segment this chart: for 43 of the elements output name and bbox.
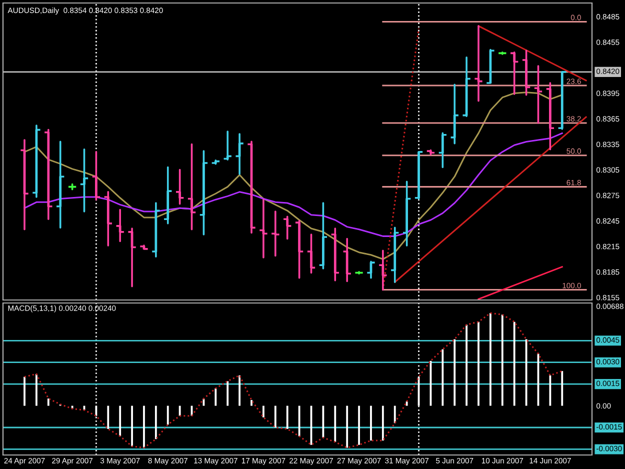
candlestick <box>438 132 448 168</box>
candlestick <box>175 168 185 205</box>
candlestick <box>151 202 161 258</box>
candlestick <box>426 149 436 156</box>
candlestick <box>474 25 484 102</box>
candlestick <box>20 139 30 230</box>
candlestick <box>545 82 555 150</box>
line-series <box>24 92 563 260</box>
line-series <box>24 312 563 449</box>
candlestick <box>342 238 352 282</box>
candlestick <box>414 151 424 200</box>
candlestick <box>32 124 42 198</box>
candlestick <box>115 208 125 242</box>
candlestick <box>450 84 460 144</box>
candlestick <box>306 234 316 274</box>
candlestick <box>127 228 137 288</box>
candlestick <box>44 128 54 220</box>
candlestick <box>68 183 78 190</box>
candlestick <box>198 150 208 236</box>
candlestick <box>378 250 388 291</box>
candlestick <box>510 51 520 95</box>
candlestick <box>222 130 232 160</box>
candlestick <box>139 244 149 250</box>
candlestick <box>258 198 268 258</box>
candlestick <box>318 202 328 270</box>
candlestick <box>246 140 256 234</box>
candlestick <box>330 228 340 282</box>
line-series <box>24 132 563 237</box>
candlestick <box>522 50 532 96</box>
candlestick <box>80 148 89 212</box>
candlestick <box>210 160 220 165</box>
candlestick <box>163 166 173 224</box>
candlestick <box>534 65 543 124</box>
candlestick <box>103 191 113 246</box>
candlestick <box>187 143 196 230</box>
candlestick <box>282 216 292 240</box>
candlestick <box>294 220 304 279</box>
candlestick <box>56 140 66 229</box>
candlestick <box>390 226 400 284</box>
candlestick <box>91 151 101 200</box>
candlestick <box>402 180 412 246</box>
candlestick <box>234 133 244 175</box>
candlestick <box>270 210 280 257</box>
